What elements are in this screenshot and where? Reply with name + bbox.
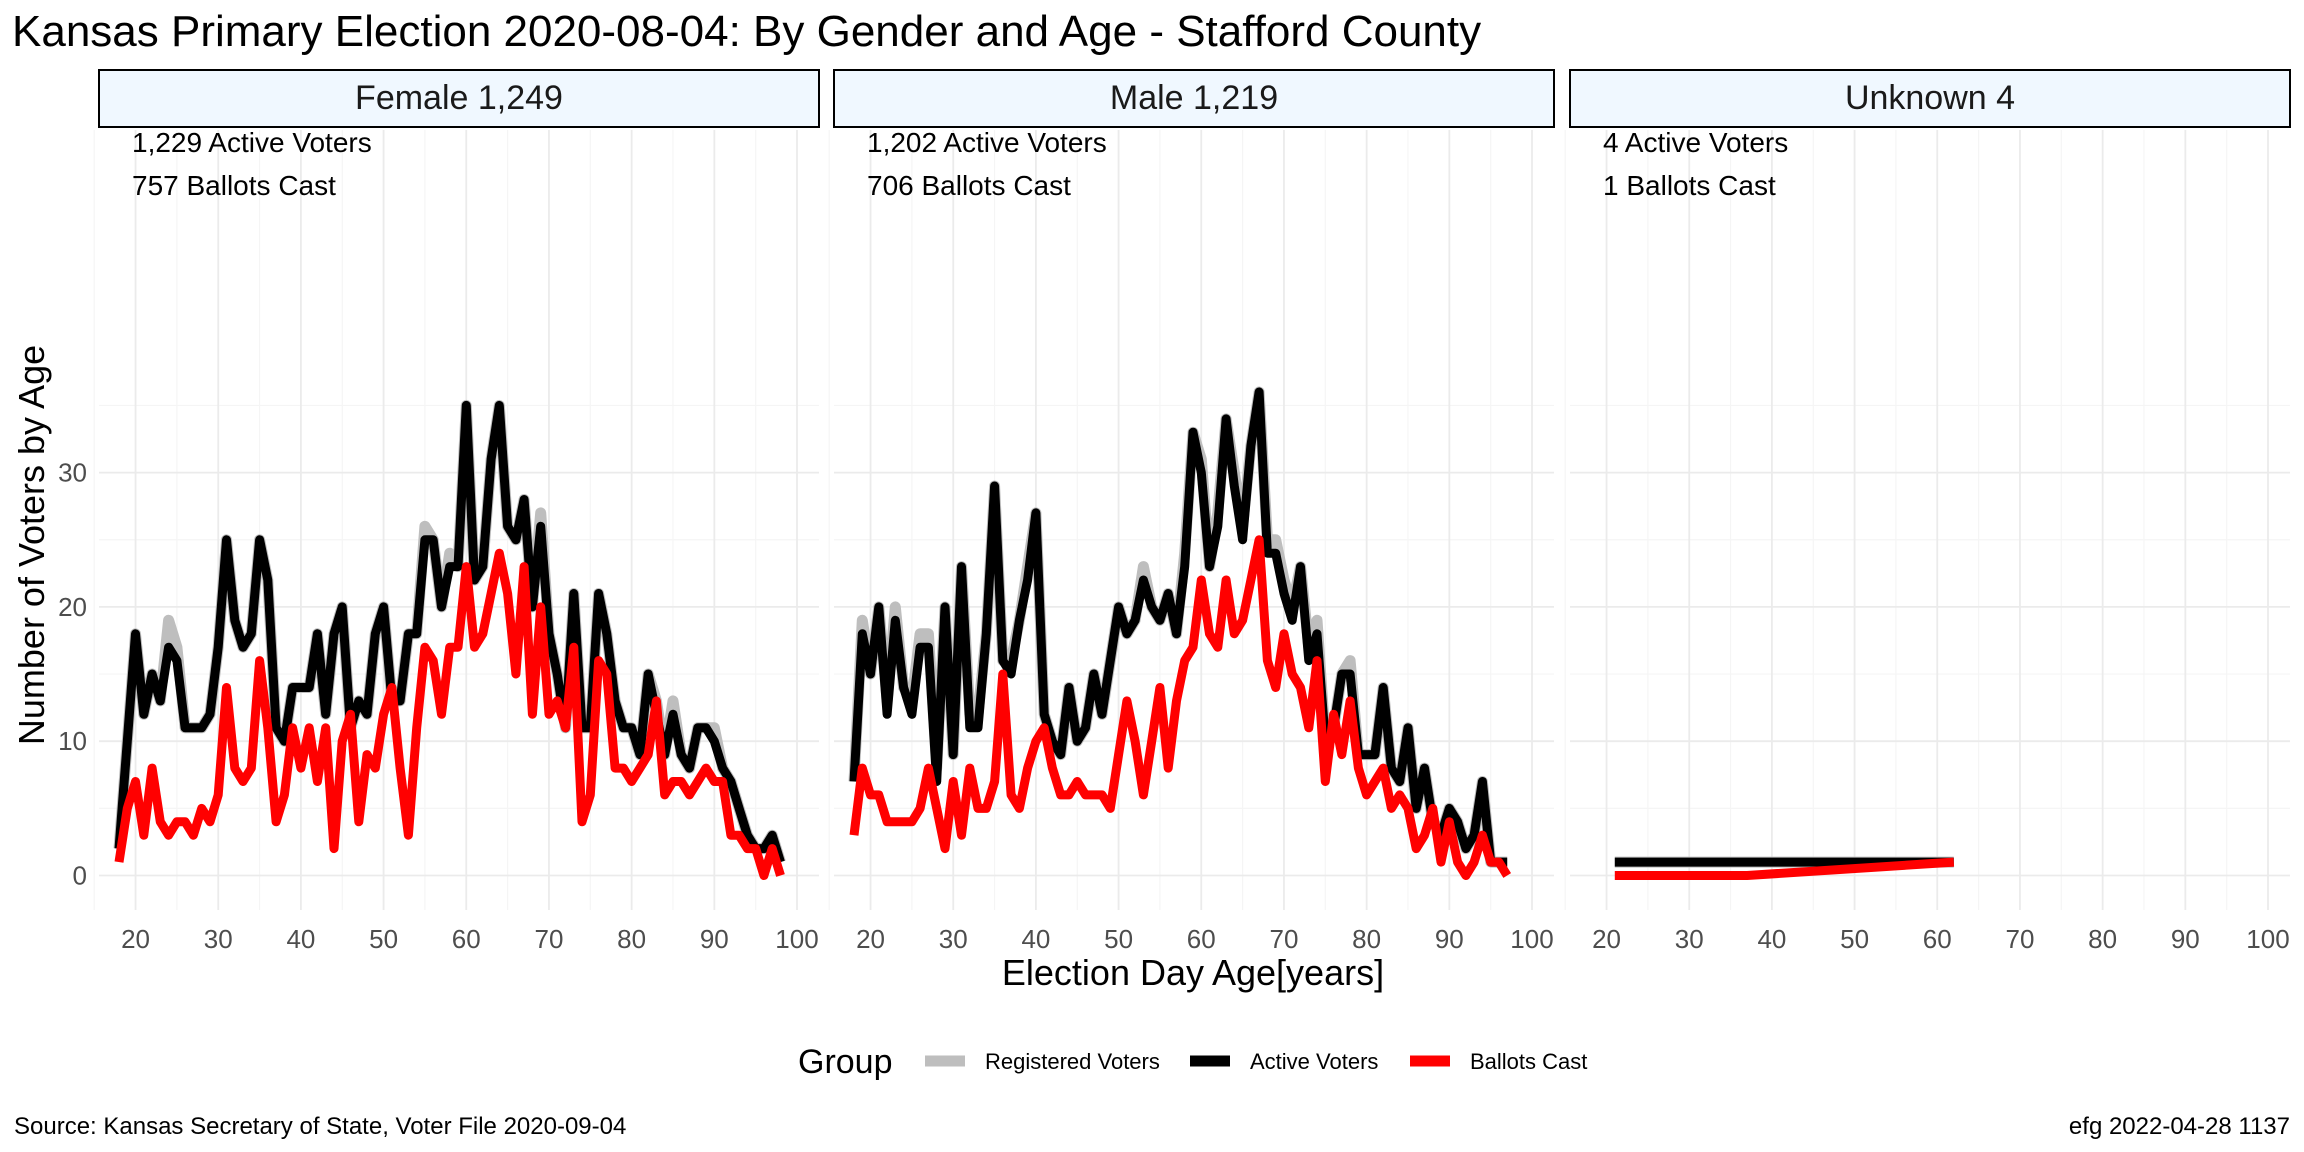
source-caption: Source: Kansas Secretary of State, Voter… (14, 1113, 626, 1140)
legend-title: Group (798, 1043, 893, 1081)
x-tick-label: 60 (1187, 924, 1216, 954)
series-line-active (114, 400, 785, 864)
facet-strip (1569, 69, 2291, 128)
facet-strip-label: Female 1,249 (355, 79, 563, 117)
x-tick-label: 30 (1675, 924, 1704, 954)
annotation-active-voters: 1,229 Active Voters (132, 127, 372, 158)
annotation-active-voters: 4 Active Voters (1603, 127, 1788, 158)
x-tick-label: 80 (2088, 924, 2117, 954)
x-tick-label: 20 (121, 924, 150, 954)
x-tick-label: 70 (2005, 924, 2034, 954)
facet-panels: Female 1,249 1,229 Active Voters 757 Ballo… (58, 69, 2291, 954)
x-tick-label: 90 (2171, 924, 2200, 954)
series-line-ballots (849, 535, 1512, 880)
legend: Group Registered Voters Active Voters Ballo… (798, 1043, 1587, 1081)
facet-panel-1: Female 1,249 1,229 Active Voters 757 Ballo… (58, 69, 820, 954)
x-tick-label: 20 (1592, 924, 1621, 954)
facet-strip (98, 69, 820, 128)
facet-panel-3: Unknown 4 4 Active Voters 1 Ballots Cast 20… (1564, 69, 2291, 954)
x-tick-label: 100 (2246, 924, 2289, 954)
x-tick-label: 100 (1510, 924, 1553, 954)
y-tick-label: 0 (73, 861, 87, 891)
x-tick-label: 60 (452, 924, 481, 954)
legend-label-active: Active Voters (1250, 1049, 1378, 1074)
series-line-ballots (1614, 857, 1955, 880)
series-line-ballots (114, 548, 785, 880)
y-tick-label: 30 (58, 458, 87, 488)
x-tick-label: 70 (1269, 924, 1298, 954)
x-tick-label: 40 (1021, 924, 1050, 954)
annotation-active-voters: 1,202 Active Voters (867, 127, 1107, 158)
x-tick-label: 30 (939, 924, 968, 954)
date-caption: efg 2022-04-28 1137 (2069, 1113, 2290, 1140)
x-tick-label: 90 (1435, 924, 1464, 954)
x-tick-label: 40 (286, 924, 315, 954)
x-tick-label: 90 (700, 924, 729, 954)
facet-strip (833, 69, 1555, 128)
x-tick-label: 60 (1923, 924, 1952, 954)
annotation-ballots-cast: 1 Ballots Cast (1603, 170, 1776, 201)
x-tick-label: 40 (1757, 924, 1786, 954)
y-axis-title: Number of Voters by Age (11, 345, 52, 745)
facet-strip-label: Male 1,219 (1110, 79, 1278, 117)
x-tick-label: 50 (1104, 924, 1133, 954)
annotation-ballots-cast: 706 Ballots Cast (867, 170, 1071, 201)
chart-title: Kansas Primary Election 2020-08-04: By G… (12, 7, 1481, 56)
y-tick-label: 20 (58, 592, 87, 622)
legend-label-ballots: Ballots Cast (1470, 1049, 1587, 1074)
series-line-active (849, 387, 1508, 867)
x-axis-title: Election Day Age[years] (1002, 952, 1384, 993)
x-tick-label: 20 (856, 924, 885, 954)
x-tick-label: 80 (1352, 924, 1381, 954)
x-tick-label: 80 (617, 924, 646, 954)
y-tick-label: 10 (58, 726, 87, 756)
legend-label-registered: Registered Voters (985, 1049, 1160, 1074)
x-tick-label: 50 (369, 924, 398, 954)
x-tick-label: 70 (534, 924, 563, 954)
facet-strip-label: Unknown 4 (1845, 79, 2015, 117)
annotation-ballots-cast: 757 Ballots Cast (132, 170, 336, 201)
x-tick-label: 100 (775, 924, 818, 954)
x-tick-label: 50 (1840, 924, 1869, 954)
x-tick-label: 30 (204, 924, 233, 954)
